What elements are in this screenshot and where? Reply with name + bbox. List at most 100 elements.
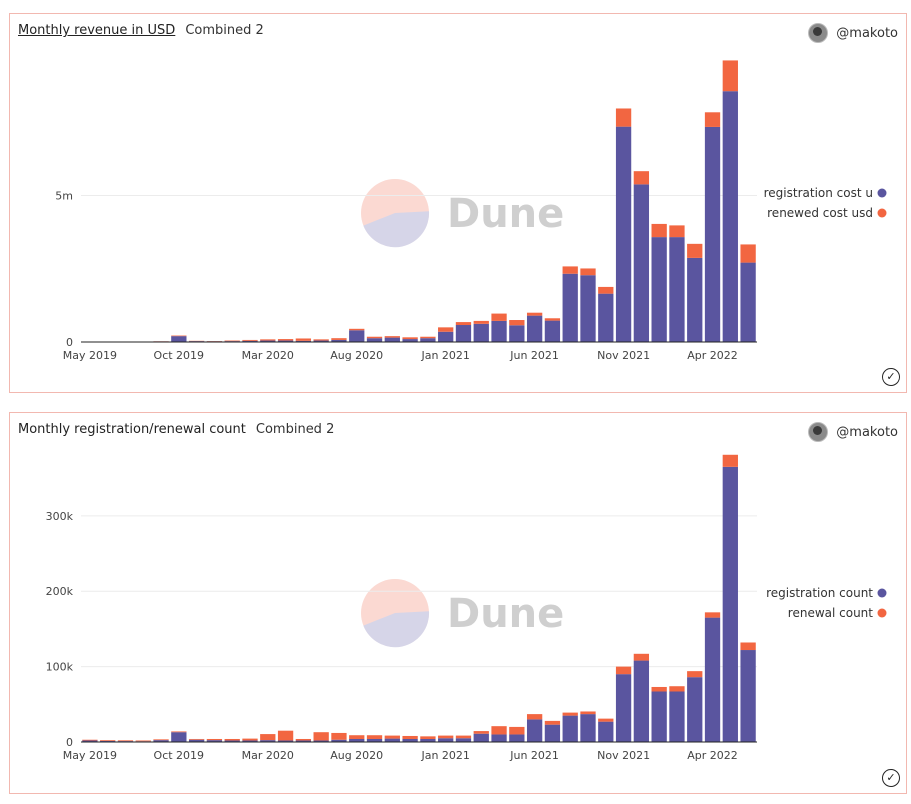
- bar[interactable]: [740, 650, 756, 742]
- bar[interactable]: [384, 735, 400, 739]
- bar[interactable]: [740, 262, 756, 342]
- bar[interactable]: [651, 691, 667, 742]
- bar[interactable]: [313, 740, 329, 742]
- bar[interactable]: [438, 331, 454, 342]
- bar[interactable]: [420, 738, 436, 742]
- bar[interactable]: [544, 320, 561, 342]
- bar[interactable]: [580, 714, 596, 742]
- bar[interactable]: [722, 466, 738, 742]
- bar[interactable]: [491, 734, 507, 742]
- bar[interactable]: [402, 738, 418, 742]
- bar[interactable]: [562, 715, 578, 742]
- bar[interactable]: [224, 340, 240, 342]
- bar[interactable]: [491, 320, 507, 342]
- bar[interactable]: [331, 732, 347, 740]
- bar[interactable]: [349, 735, 365, 739]
- bar[interactable]: [615, 674, 632, 742]
- bar[interactable]: [704, 612, 721, 618]
- bar[interactable]: [491, 313, 507, 321]
- bar[interactable]: [633, 184, 650, 342]
- bar[interactable]: [313, 732, 329, 741]
- bar[interactable]: [438, 738, 454, 742]
- bar[interactable]: [206, 740, 223, 742]
- bar[interactable]: [562, 266, 578, 274]
- bar[interactable]: [651, 223, 667, 238]
- bar[interactable]: [455, 735, 472, 739]
- bar[interactable]: [153, 740, 169, 742]
- bar[interactable]: [544, 724, 561, 742]
- bar[interactable]: [473, 323, 489, 342]
- bar[interactable]: [384, 336, 400, 338]
- bar[interactable]: [580, 275, 596, 342]
- bar[interactable]: [384, 337, 400, 342]
- bar[interactable]: [687, 243, 703, 258]
- bar[interactable]: [366, 738, 383, 742]
- bar[interactable]: [704, 126, 721, 342]
- bar[interactable]: [349, 328, 365, 331]
- legend-label[interactable]: registration cost u: [764, 186, 873, 200]
- bar[interactable]: [295, 340, 312, 342]
- bar[interactable]: [331, 739, 347, 742]
- bar[interactable]: [669, 237, 685, 342]
- bar[interactable]: [295, 740, 312, 742]
- bar[interactable]: [242, 738, 258, 741]
- bar[interactable]: [242, 340, 258, 342]
- bar[interactable]: [651, 686, 667, 692]
- bar[interactable]: [509, 325, 525, 342]
- bar[interactable]: [455, 738, 472, 742]
- bar[interactable]: [153, 739, 169, 741]
- bar[interactable]: [651, 237, 667, 342]
- bar[interactable]: [473, 733, 489, 742]
- bar[interactable]: [242, 740, 258, 742]
- bar[interactable]: [633, 653, 650, 661]
- bar[interactable]: [135, 740, 151, 742]
- bar[interactable]: [704, 617, 721, 742]
- bar[interactable]: [455, 325, 472, 342]
- bar[interactable]: [615, 666, 632, 675]
- bar[interactable]: [526, 312, 543, 316]
- bar[interactable]: [402, 735, 418, 739]
- bar[interactable]: [313, 339, 329, 341]
- bar[interactable]: [420, 336, 436, 339]
- bar[interactable]: [331, 338, 347, 340]
- bar[interactable]: [366, 336, 383, 339]
- bar[interactable]: [277, 730, 294, 741]
- bar[interactable]: [669, 686, 685, 692]
- bar[interactable]: [633, 660, 650, 742]
- bar[interactable]: [224, 740, 240, 742]
- bar[interactable]: [206, 738, 223, 741]
- bar[interactable]: [100, 740, 116, 741]
- bar[interactable]: [722, 60, 738, 92]
- bar[interactable]: [100, 740, 116, 742]
- bar[interactable]: [349, 738, 365, 742]
- bar[interactable]: [526, 719, 543, 742]
- legend-label[interactable]: registration count: [766, 586, 873, 600]
- bar[interactable]: [295, 338, 312, 341]
- bar[interactable]: [420, 338, 436, 342]
- bar[interactable]: [171, 731, 187, 733]
- bar[interactable]: [384, 738, 400, 742]
- bar[interactable]: [687, 257, 703, 342]
- bar[interactable]: [260, 339, 276, 341]
- bar[interactable]: [722, 91, 738, 342]
- bar[interactable]: [277, 740, 294, 742]
- bar[interactable]: [562, 273, 578, 342]
- bar[interactable]: [740, 642, 756, 651]
- bar[interactable]: [260, 740, 276, 742]
- bar[interactable]: [633, 171, 650, 185]
- bar[interactable]: [277, 339, 294, 341]
- bar[interactable]: [598, 286, 614, 294]
- bar[interactable]: [473, 320, 489, 324]
- legend-label[interactable]: renewal count: [788, 606, 874, 620]
- bar[interactable]: [509, 726, 525, 735]
- user-attribution[interactable]: @makoto: [808, 23, 898, 43]
- bar[interactable]: [687, 677, 703, 742]
- user-attribution[interactable]: @makoto: [808, 422, 898, 442]
- bar[interactable]: [224, 738, 240, 741]
- bar[interactable]: [260, 340, 276, 342]
- bar[interactable]: [420, 736, 436, 739]
- bar[interactable]: [526, 714, 543, 720]
- bar[interactable]: [117, 740, 134, 742]
- bar[interactable]: [544, 720, 561, 725]
- bar[interactable]: [438, 735, 454, 739]
